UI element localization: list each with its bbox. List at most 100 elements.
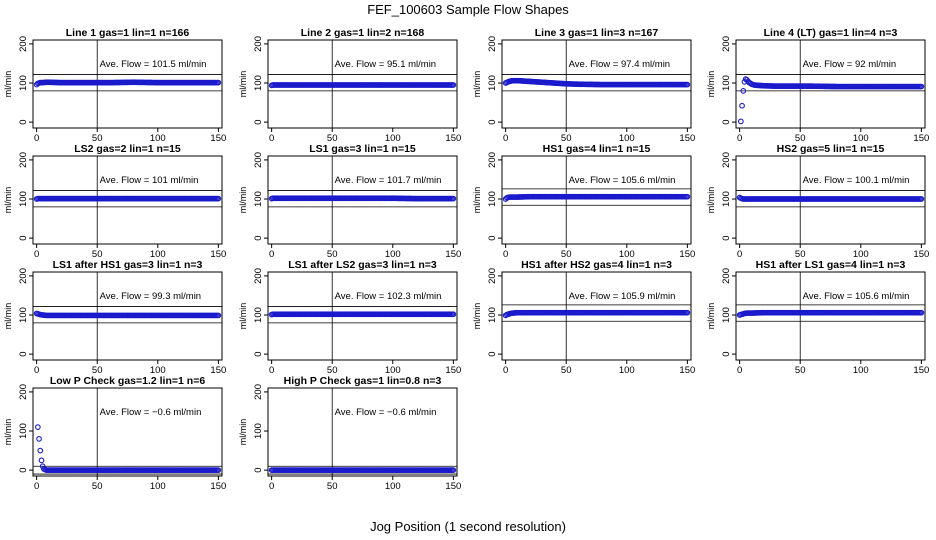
data-point: [684, 309, 691, 316]
y-axis-label: ml/min: [706, 187, 716, 214]
y-axis-label: ml/min: [472, 187, 482, 214]
panel-title: High P Check gas=1 lin=0.8 n=3: [284, 375, 442, 387]
x-tick-label: 100: [853, 365, 869, 376]
x-tick-label: 0: [269, 249, 274, 260]
y-tick-label: 0: [253, 467, 264, 472]
data-point: [215, 312, 222, 319]
ave-flow-annotation: Ave. Flow = −0.6 ml/min: [100, 407, 202, 418]
y-tick-label: 200: [721, 152, 732, 168]
y-tick-label: 100: [487, 75, 498, 91]
x-tick-label: 100: [853, 133, 869, 144]
panel-title: LS1 after LS2 gas=3 lin=1 n=3: [288, 259, 437, 271]
x-tick-label: 150: [679, 365, 695, 376]
ave-flow-annotation: Ave. Flow = 95.1 ml/min: [335, 59, 436, 70]
x-tick-label: 100: [150, 133, 166, 144]
panel-title: HS1 after HS2 gas=4 lin=1 n=3: [521, 259, 672, 271]
panel-10: LS1 after LS2 gas=3 lin=1 n=3 0 50 100 150 0 1…: [238, 259, 461, 376]
panel-12: HS1 after LS1 gas=4 lin=1 n=3 0 50 100 150 0 1…: [706, 259, 929, 376]
panel-title: Line 1 gas=1 lin=1 n=166: [66, 27, 190, 39]
data-point: [739, 102, 745, 109]
y-tick-label: 100: [487, 191, 498, 207]
y-tick-label: 0: [253, 119, 264, 124]
x-tick-label: 100: [385, 481, 401, 492]
plot-frame: [32, 271, 223, 361]
x-tick-label: 50: [92, 133, 103, 144]
data-point: [918, 83, 925, 90]
panel-14: High P Check gas=1 lin=0.8 n=3 0 50 100 150 0…: [238, 375, 461, 492]
panel-title: HS2 gas=5 lin=1 n=15: [777, 143, 885, 155]
plot-frame: [501, 271, 692, 361]
panel-title: HS1 after LS1 gas=4 lin=1 n=3: [756, 259, 906, 271]
y-tick-label: 0: [253, 351, 264, 356]
plot-frame: [32, 387, 223, 477]
y-tick-label: 0: [721, 351, 732, 356]
y-tick-label: 0: [721, 119, 732, 124]
x-tick-label: 0: [34, 249, 39, 260]
ave-flow-annotation: Ave. Flow = 100.1 ml/min: [803, 175, 910, 186]
x-tick-label: 100: [150, 365, 166, 376]
x-tick-label: 50: [327, 481, 338, 492]
x-tick-label: 150: [445, 249, 461, 260]
x-tick-label: 150: [210, 249, 226, 260]
panels-grid: Line 1 gas=1 lin=1 n=166 0 50 100 150 0 100 200…: [3, 27, 929, 492]
y-tick-label: 100: [18, 423, 29, 439]
x-tick-label: 150: [210, 133, 226, 144]
y-axis-label: ml/min: [3, 187, 13, 214]
plot-frame: [32, 155, 223, 245]
y-tick-label: 200: [253, 152, 264, 168]
ave-flow-annotation: Ave. Flow = 101.7 ml/min: [335, 175, 442, 186]
y-tick-label: 100: [253, 307, 264, 323]
y-axis-label: ml/min: [238, 187, 248, 214]
ave-flow-annotation: Ave. Flow = 105.9 ml/min: [569, 291, 676, 302]
data-point: [737, 118, 744, 125]
plot-frame: [735, 155, 926, 245]
panel-3: Line 3 gas=1 lin=3 n=167 0 50 100 150 0 100 200…: [472, 27, 695, 144]
y-axis-label: ml/min: [238, 71, 248, 98]
y-tick-label: 0: [487, 119, 498, 124]
x-tick-label: 150: [913, 133, 929, 144]
x-tick-label: 0: [269, 133, 274, 144]
panel-11: HS1 after HS2 gas=4 lin=1 n=3 0 50 100 150 0 1…: [472, 259, 695, 376]
y-tick-label: 100: [253, 423, 264, 439]
y-axis-label: ml/min: [706, 303, 716, 330]
x-tick-label: 0: [737, 133, 742, 144]
panel-4: Line 4 (LT) gas=1 lin=4 n=3 0 50 100 150 0 100…: [706, 27, 929, 144]
figure-title: FEF_100603 Sample Flow Shapes: [367, 2, 569, 17]
y-axis-label: ml/min: [3, 71, 13, 98]
plot-frame: [267, 387, 458, 477]
x-tick-label: 150: [913, 249, 929, 260]
panel-title: Line 4 (LT) gas=1 lin=4 n=3: [764, 27, 898, 39]
panel-8: HS2 gas=5 lin=1 n=15 0 50 100 150 0 100 200 ml/m…: [706, 143, 929, 260]
ave-flow-annotation: Ave. Flow = 101.5 ml/min: [100, 59, 207, 70]
data-point: [215, 195, 222, 202]
plot-frame: [267, 39, 458, 129]
panel-title: Line 2 gas=1 lin=2 n=168: [301, 27, 425, 39]
y-axis-label: ml/min: [472, 303, 482, 330]
y-tick-label: 200: [487, 152, 498, 168]
x-tick-label: 0: [269, 481, 274, 492]
data-point: [34, 424, 41, 430]
plot-frame: [735, 39, 926, 129]
plot-frame: [32, 39, 223, 129]
ave-flow-annotation: Ave. Flow = 99.3 ml/min: [100, 291, 201, 302]
data-point: [918, 196, 925, 202]
x-tick-label: 150: [445, 133, 461, 144]
data-point: [215, 467, 222, 473]
panel-13: Low P Check gas=1.2 lin=1 n=6 0 50 100 150 0 1…: [3, 375, 226, 492]
x-tick-label: 100: [619, 133, 635, 144]
x-tick-label: 150: [210, 365, 226, 376]
plot-frame: [267, 271, 458, 361]
x-tick-label: 50: [327, 133, 338, 144]
y-tick-label: 200: [487, 268, 498, 284]
y-tick-label: 0: [721, 235, 732, 240]
x-tick-label: 150: [445, 481, 461, 492]
x-tick-label: 50: [561, 133, 572, 144]
x-tick-label: 100: [619, 365, 635, 376]
panel-2: Line 2 gas=1 lin=2 n=168 0 50 100 150 0 100 200…: [238, 27, 461, 144]
x-tick-label: 50: [92, 481, 103, 492]
ave-flow-annotation: Ave. Flow = 105.6 ml/min: [569, 175, 676, 186]
y-tick-label: 200: [18, 384, 29, 400]
y-tick-label: 100: [253, 191, 264, 207]
y-axis-label: ml/min: [3, 303, 13, 330]
